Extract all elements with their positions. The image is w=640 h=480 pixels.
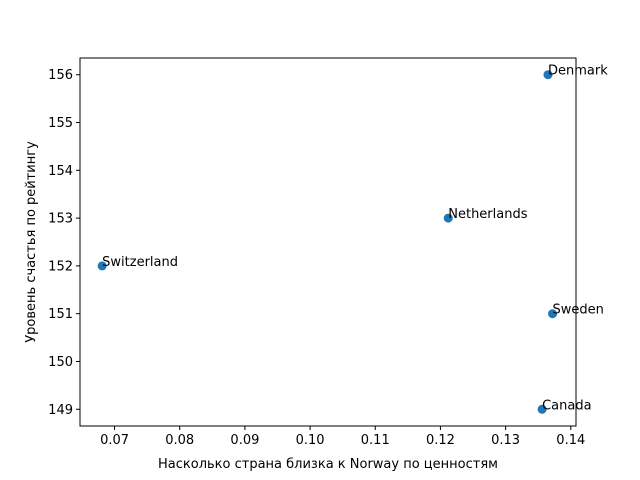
- x-axis-ticks: 0.07 0.08 0.09 0.10 0.11 0.12 0.13 0.14: [100, 426, 585, 448]
- x-tick-label: 0.14: [556, 433, 585, 448]
- y-axis-ticks: 149 150 151 152 153 154 155 156: [48, 68, 80, 418]
- y-tick-label: 154: [48, 164, 73, 179]
- plot-frame: [79, 57, 577, 427]
- data-point: [548, 309, 558, 319]
- y-tick-label: 151: [48, 307, 73, 322]
- x-tick-label: 0.11: [361, 433, 390, 448]
- plot-area: [80, 58, 576, 426]
- x-tick-label: 0.13: [491, 433, 520, 448]
- x-tick-label: 0.08: [165, 433, 194, 448]
- y-tick-label: 156: [48, 68, 73, 83]
- y-tick-label: 152: [48, 259, 73, 274]
- y-tick-label: 155: [48, 116, 73, 131]
- data-point: [97, 261, 107, 271]
- point-labels-layer: Denmark Netherlands Switzerland Sweden Canad…: [102, 64, 608, 414]
- point-label: Netherlands: [448, 207, 527, 222]
- y-axis-label: Уровень счастья по рейтингу: [24, 141, 39, 343]
- data-point: [543, 70, 553, 80]
- y-tick-label: 153: [48, 212, 73, 227]
- point-label: Canada: [542, 398, 591, 413]
- x-axis-label: Насколько страна близка к Norway по ценн…: [158, 457, 498, 472]
- x-tick-label: 0.10: [296, 433, 325, 448]
- data-point: [537, 404, 547, 414]
- x-tick-label: 0.12: [426, 433, 455, 448]
- data-point: [443, 213, 453, 223]
- y-tick-label: 150: [48, 355, 73, 370]
- point-label: Denmark: [548, 64, 608, 79]
- y-tick-label: 149: [48, 403, 73, 418]
- x-tick-label: 0.09: [230, 433, 259, 448]
- point-label: Switzerland: [102, 255, 178, 270]
- x-tick-label: 0.07: [100, 433, 129, 448]
- points-layer: [97, 70, 558, 414]
- point-label: Sweden: [553, 303, 604, 318]
